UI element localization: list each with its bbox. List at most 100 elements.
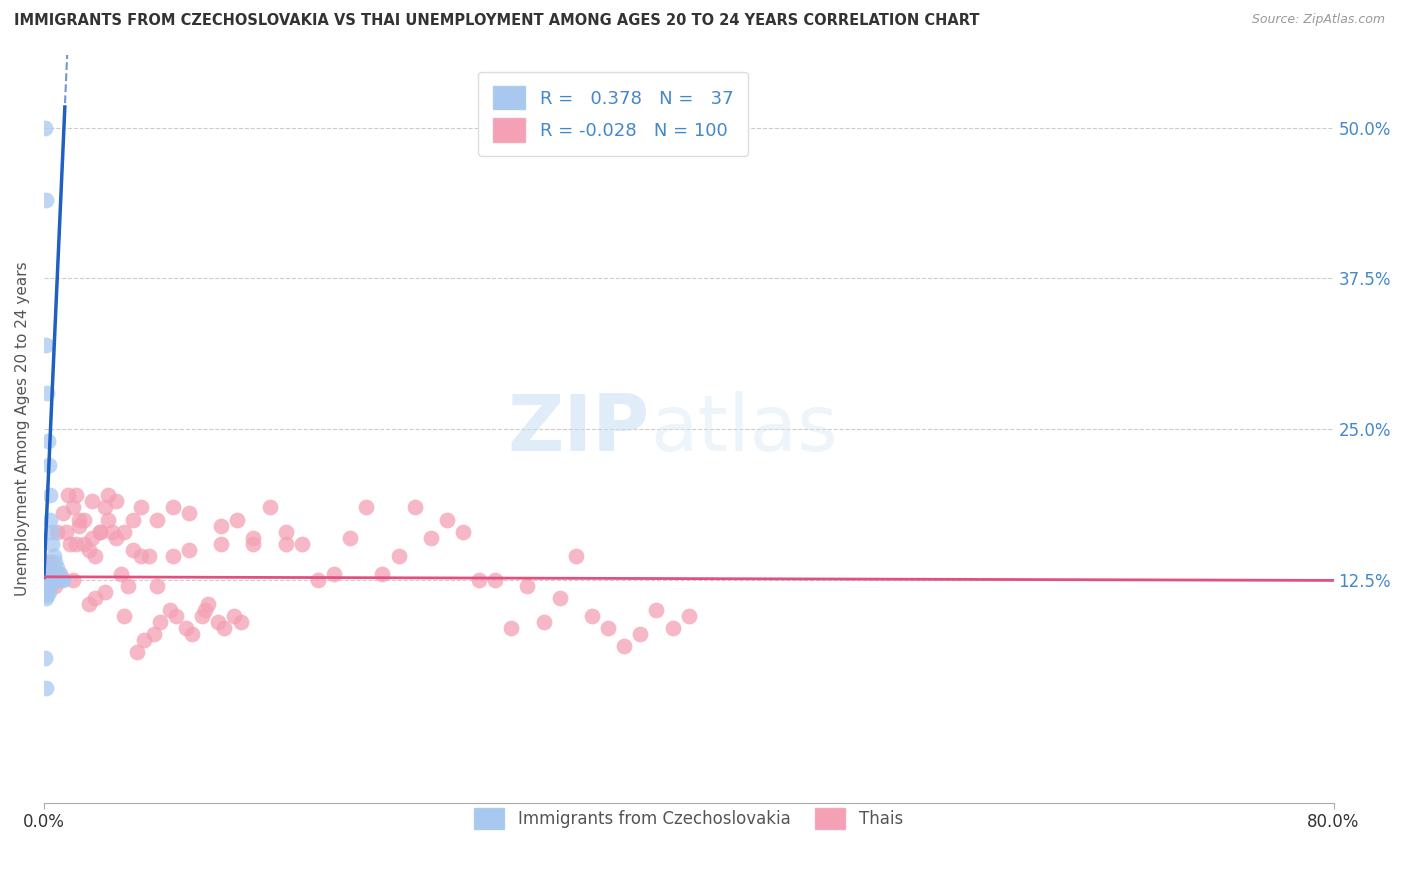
Point bbox=[533, 615, 555, 629]
Point bbox=[37, 555, 59, 569]
Point bbox=[35, 573, 58, 587]
Point bbox=[44, 555, 66, 569]
Point bbox=[678, 609, 700, 624]
Point bbox=[197, 597, 219, 611]
Point bbox=[84, 549, 107, 563]
Text: Source: ZipAtlas.com: Source: ZipAtlas.com bbox=[1251, 13, 1385, 27]
Point bbox=[114, 524, 136, 539]
Point bbox=[34, 193, 56, 207]
Point bbox=[121, 542, 143, 557]
Point bbox=[209, 536, 232, 550]
Point bbox=[165, 609, 187, 624]
Point bbox=[37, 385, 59, 400]
Point bbox=[194, 603, 217, 617]
Point bbox=[117, 579, 139, 593]
Point bbox=[162, 549, 184, 563]
Point bbox=[548, 591, 571, 605]
Point bbox=[37, 589, 59, 603]
Point bbox=[110, 566, 132, 581]
Point bbox=[129, 549, 152, 563]
Point bbox=[34, 560, 56, 574]
Point bbox=[451, 524, 474, 539]
Legend: Immigrants from Czechoslovakia, Thais: Immigrants from Czechoslovakia, Thais bbox=[468, 801, 910, 836]
Point bbox=[214, 621, 236, 635]
Point bbox=[48, 566, 70, 581]
Point bbox=[97, 512, 120, 526]
Point bbox=[598, 621, 620, 635]
Point bbox=[73, 536, 96, 550]
Point bbox=[209, 518, 232, 533]
Point bbox=[77, 597, 100, 611]
Point bbox=[55, 524, 77, 539]
Point bbox=[162, 500, 184, 515]
Point bbox=[145, 512, 167, 526]
Point bbox=[39, 512, 62, 526]
Text: ZIP: ZIP bbox=[508, 391, 650, 467]
Point bbox=[94, 500, 117, 515]
Point bbox=[207, 615, 229, 629]
Point bbox=[41, 573, 63, 587]
Point bbox=[613, 639, 636, 653]
Point bbox=[42, 573, 65, 587]
Point bbox=[645, 603, 668, 617]
Point bbox=[45, 524, 67, 539]
Point bbox=[177, 507, 200, 521]
Point bbox=[419, 531, 441, 545]
Point bbox=[73, 512, 96, 526]
Point bbox=[49, 569, 72, 583]
Point bbox=[37, 579, 59, 593]
Point bbox=[581, 609, 603, 624]
Point bbox=[59, 536, 82, 550]
Point bbox=[242, 536, 264, 550]
Point bbox=[661, 621, 683, 635]
Point bbox=[145, 579, 167, 593]
Point bbox=[52, 573, 75, 587]
Text: IMMIGRANTS FROM CZECHOSLOVAKIA VS THAI UNEMPLOYMENT AMONG AGES 20 TO 24 YEARS CO: IMMIGRANTS FROM CZECHOSLOVAKIA VS THAI U… bbox=[14, 13, 980, 29]
Point bbox=[67, 518, 90, 533]
Point bbox=[274, 524, 297, 539]
Point bbox=[142, 627, 165, 641]
Point bbox=[37, 573, 59, 587]
Point bbox=[41, 524, 63, 539]
Point bbox=[52, 507, 75, 521]
Point bbox=[224, 609, 246, 624]
Point bbox=[65, 488, 87, 502]
Point bbox=[339, 531, 361, 545]
Point bbox=[34, 560, 56, 574]
Point bbox=[67, 512, 90, 526]
Point bbox=[159, 603, 181, 617]
Point bbox=[38, 566, 60, 581]
Point bbox=[42, 549, 65, 563]
Text: atlas: atlas bbox=[650, 391, 838, 467]
Point bbox=[97, 488, 120, 502]
Point bbox=[37, 434, 59, 449]
Point bbox=[94, 585, 117, 599]
Point bbox=[149, 615, 172, 629]
Point bbox=[291, 536, 314, 550]
Point bbox=[42, 573, 65, 587]
Point bbox=[84, 591, 107, 605]
Point bbox=[242, 531, 264, 545]
Point bbox=[114, 609, 136, 624]
Point bbox=[565, 549, 588, 563]
Point bbox=[129, 500, 152, 515]
Point bbox=[138, 549, 160, 563]
Point bbox=[41, 555, 63, 569]
Point bbox=[181, 627, 204, 641]
Point bbox=[105, 531, 128, 545]
Point bbox=[34, 591, 56, 605]
Point bbox=[34, 566, 56, 581]
Point bbox=[77, 542, 100, 557]
Point bbox=[484, 573, 506, 587]
Point bbox=[628, 627, 651, 641]
Point bbox=[56, 488, 79, 502]
Point bbox=[89, 524, 111, 539]
Point bbox=[436, 512, 458, 526]
Point bbox=[121, 512, 143, 526]
Point bbox=[323, 566, 346, 581]
Point bbox=[174, 621, 197, 635]
Y-axis label: Unemployment Among Ages 20 to 24 years: Unemployment Among Ages 20 to 24 years bbox=[15, 261, 30, 597]
Point bbox=[82, 494, 104, 508]
Point bbox=[105, 494, 128, 508]
Point bbox=[38, 458, 60, 473]
